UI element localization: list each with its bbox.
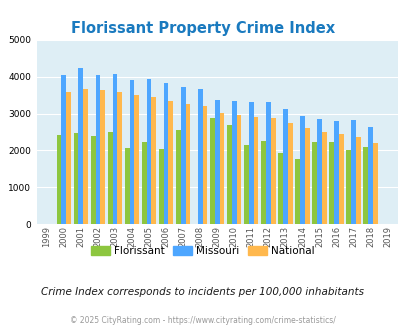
Bar — [294, 159, 299, 224]
Bar — [78, 68, 83, 224]
Bar — [350, 120, 355, 224]
Bar — [355, 137, 360, 224]
Bar — [311, 142, 316, 224]
Bar — [180, 86, 185, 224]
Bar — [214, 100, 219, 224]
Bar — [338, 134, 343, 224]
Bar — [243, 145, 248, 224]
Bar — [362, 147, 367, 224]
Bar — [304, 128, 309, 224]
Text: Florissant Property Crime Index: Florissant Property Crime Index — [71, 21, 334, 36]
Bar — [158, 149, 163, 224]
Text: © 2025 CityRating.com - https://www.cityrating.com/crime-statistics/: © 2025 CityRating.com - https://www.city… — [70, 315, 335, 325]
Bar — [107, 132, 112, 224]
Bar — [117, 92, 122, 224]
Bar — [95, 75, 100, 224]
Bar — [270, 118, 275, 224]
Bar — [219, 113, 224, 224]
Bar — [287, 123, 292, 224]
Bar — [83, 89, 88, 224]
Bar — [66, 92, 71, 224]
Bar — [146, 79, 151, 224]
Bar — [74, 133, 78, 224]
Bar — [282, 109, 287, 224]
Bar — [90, 136, 95, 224]
Bar — [61, 75, 66, 224]
Bar — [321, 132, 326, 224]
Bar — [185, 104, 190, 224]
Bar — [129, 80, 134, 224]
Bar — [197, 89, 202, 224]
Bar — [175, 130, 180, 224]
Bar — [345, 150, 350, 224]
Bar — [202, 106, 207, 224]
Bar — [226, 125, 231, 224]
Text: Crime Index corresponds to incidents per 100,000 inhabitants: Crime Index corresponds to incidents per… — [41, 287, 364, 297]
Bar — [124, 148, 129, 224]
Bar — [316, 119, 321, 224]
Bar — [372, 143, 377, 224]
Bar — [57, 135, 61, 224]
Bar — [141, 142, 146, 224]
Bar — [367, 127, 372, 224]
Bar — [112, 74, 117, 224]
Bar — [151, 97, 156, 224]
Legend: Florissant, Missouri, National: Florissant, Missouri, National — [87, 242, 318, 260]
Bar — [168, 101, 173, 224]
Bar — [328, 142, 333, 224]
Bar — [265, 102, 270, 224]
Bar — [134, 95, 139, 224]
Bar — [253, 117, 258, 224]
Bar — [100, 90, 105, 224]
Bar — [163, 83, 168, 224]
Bar — [277, 153, 282, 224]
Bar — [231, 101, 236, 224]
Bar — [260, 141, 265, 224]
Bar — [299, 116, 304, 224]
Bar — [209, 118, 214, 224]
Bar — [236, 115, 241, 224]
Bar — [333, 120, 338, 224]
Bar — [248, 102, 253, 224]
